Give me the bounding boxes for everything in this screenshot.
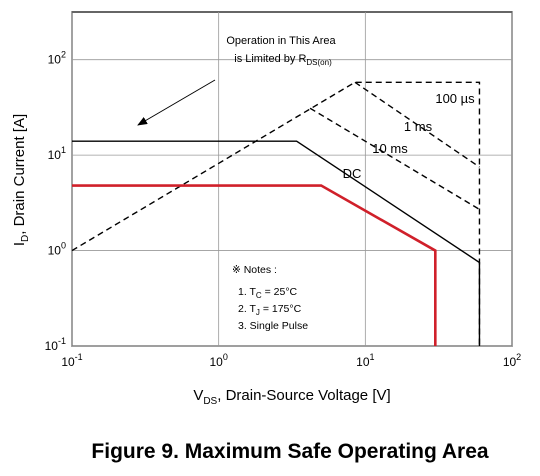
x-tick-base: 10 (503, 355, 517, 369)
y-label-main: I (11, 242, 28, 246)
series-line (72, 140, 481, 346)
note-rest: = 25°C (262, 286, 298, 298)
x-tick-exp: 1 (370, 352, 375, 362)
y-tick-base: 10 (48, 53, 62, 67)
grid (71, 12, 513, 347)
annotation: is Limited by RDS(on) (234, 53, 332, 67)
series-label: DC (343, 166, 362, 181)
y-tick-exp: 2 (61, 50, 66, 60)
x-label-main: V (193, 387, 203, 404)
annotation-sub: DS(on) (306, 58, 332, 67)
annotation-arrow (137, 79, 216, 126)
x-tick-label: 101 (356, 352, 374, 369)
x-tick-base: 10 (209, 355, 223, 369)
note-item: 1. TC = 25°C (238, 286, 298, 300)
x-tick-label: 102 (503, 352, 521, 369)
notes: 1. TC = 25°C 2. TJ = 175°C 3. Single Pulse (238, 286, 308, 332)
x-tick-exp: -1 (75, 352, 83, 362)
x-tick-base: 10 (356, 355, 370, 369)
y-tick-base: 10 (45, 339, 59, 353)
y-tick-exp: -1 (58, 336, 66, 346)
annotation-text: is Limited by R (234, 53, 306, 65)
note-sub: J (256, 308, 260, 317)
annotation: Operation in This Area (226, 35, 336, 47)
x-tick-label: 10-1 (61, 352, 82, 369)
series-line (354, 81, 480, 168)
y-tick-label: 102 (48, 50, 66, 67)
marks (71, 81, 481, 346)
series-label: 1 ms (404, 119, 433, 134)
y-axis-label: ID, Drain Current [A] (11, 114, 31, 246)
series-label: 100 µs (435, 91, 475, 106)
x-tick-exp: 2 (516, 352, 521, 362)
y-tick-base: 10 (48, 148, 62, 162)
note-rest: = 175°C (260, 303, 302, 315)
note-item: 2. TJ = 175°C (238, 303, 302, 317)
y-tick-label: 100 (48, 241, 66, 258)
note-text: 3. Single Pulse (238, 320, 308, 332)
y-tick-exp: 1 (61, 145, 66, 155)
y-tick-exp: 0 (61, 241, 66, 251)
x-label-sub: DS (203, 396, 217, 407)
y-tick-label: 10-1 (45, 336, 66, 353)
x-tick-label: 100 (209, 352, 227, 369)
note-text: 1. T (238, 286, 256, 298)
x-tick-exp: 0 (223, 352, 228, 362)
note-sub: C (256, 291, 262, 300)
notes-heading: ※ Notes : (232, 264, 277, 276)
y-tick-base: 10 (48, 244, 62, 258)
note-text: 2. T (238, 303, 256, 315)
y-label-rest: , Drain Current [A] (11, 114, 28, 235)
chart-title: Figure 9. Maximum Safe Operating Area (91, 440, 488, 463)
series-label: 10 ms (372, 141, 408, 156)
y-label-sub: D (20, 235, 31, 242)
series-line (72, 184, 437, 346)
series-line (309, 107, 480, 210)
x-tick-base: 10 (61, 355, 75, 369)
y-tick-label: 101 (48, 145, 66, 162)
note-item: 3. Single Pulse (238, 320, 308, 332)
x-label-rest: , Drain-Source Voltage [V] (217, 387, 390, 404)
series-line (71, 81, 481, 346)
x-axis-label: VDS, Drain-Source Voltage [V] (193, 387, 390, 407)
